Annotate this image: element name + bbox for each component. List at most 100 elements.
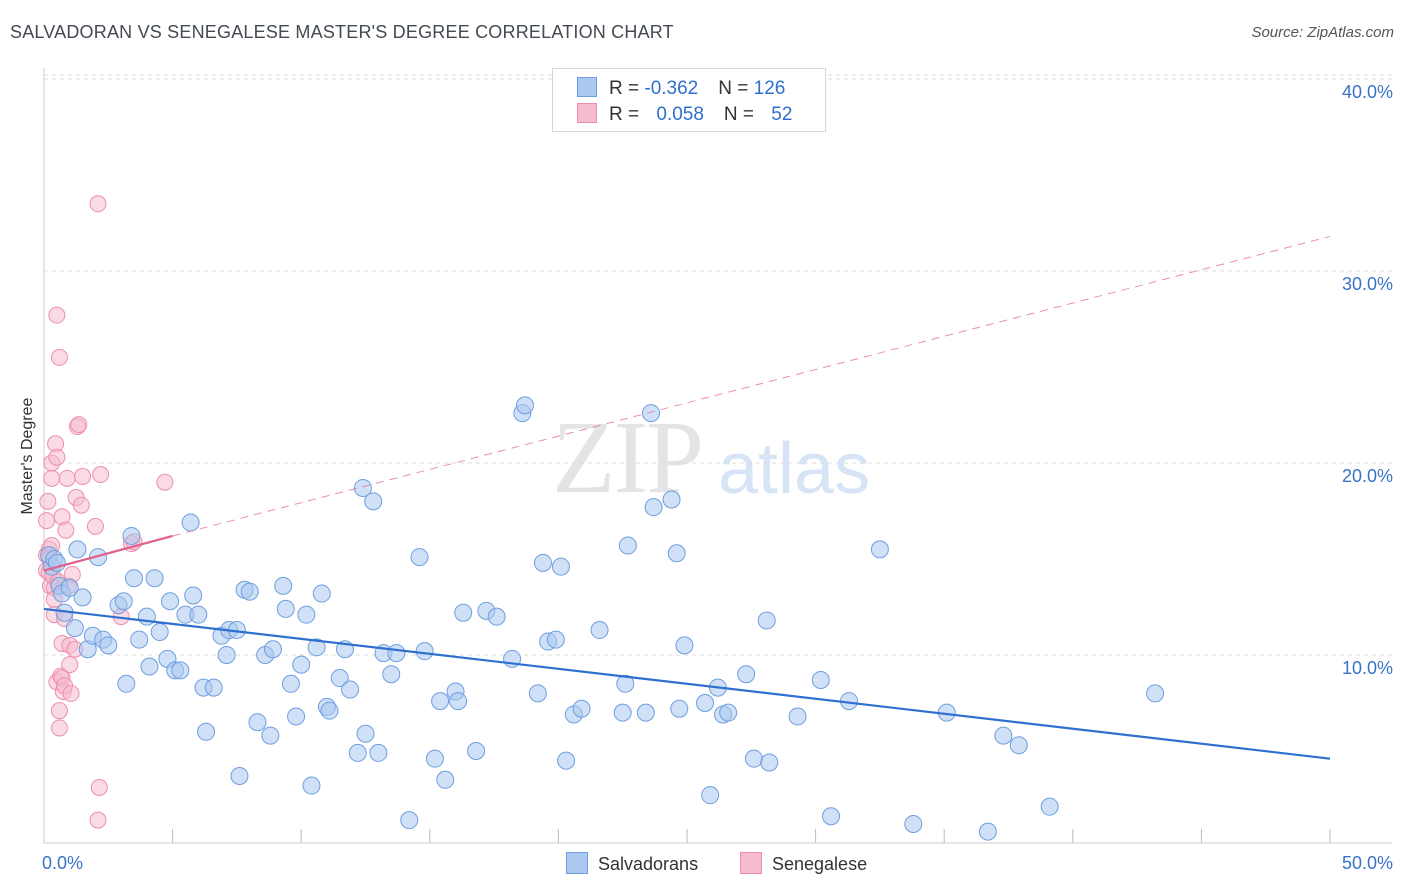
salvadoran-point	[171, 661, 190, 680]
legend-r-value: 0.058	[656, 104, 704, 125]
salvadoran-point	[822, 807, 841, 826]
salvadoran-point	[60, 578, 79, 597]
salvadoran-point	[281, 674, 300, 693]
salvadoran-point	[400, 811, 419, 830]
salvadoran-point	[431, 692, 450, 711]
salvadoran-point	[274, 576, 293, 595]
senegalese-point	[89, 195, 107, 213]
senegalese-trend-extension	[172, 235, 1331, 537]
salvadoran-point	[667, 544, 686, 563]
senegalese-point	[61, 656, 79, 674]
salvadoran-point	[616, 674, 635, 693]
y-tick-label: 20.0%	[1342, 466, 1393, 486]
salvadoran-point	[297, 605, 316, 624]
salvadoran-point	[618, 536, 637, 555]
senegalese-point	[72, 496, 90, 514]
y-tick-label: 30.0%	[1342, 274, 1393, 294]
salvadoran-point	[515, 396, 534, 415]
salvadoran-point	[546, 630, 565, 649]
salvadoran-point	[364, 492, 383, 511]
senegalese-point	[43, 469, 61, 487]
salvadoran-point	[276, 599, 295, 618]
legend-item-salvadorans: Salvadorans	[566, 852, 698, 875]
salvadorans-trend-line	[43, 607, 1331, 760]
salvadorans-swatch	[577, 77, 597, 97]
axes	[43, 68, 1392, 844]
salvadoran-point	[811, 670, 830, 689]
chart-title: SALVADORAN VS SENEGALESE MASTER'S DEGREE…	[10, 22, 674, 42]
legend-row-salvadorans: R = -0.362 N = 126	[577, 77, 785, 103]
salvadoran-point	[150, 622, 169, 641]
salvadoran-point	[870, 540, 889, 559]
salvadoran-point	[248, 713, 267, 732]
salvadoran-point	[287, 707, 306, 726]
salvadoran-point	[353, 478, 372, 497]
salvadoran-point	[140, 657, 159, 676]
legend-item-senegalese: Senegalese	[740, 852, 867, 875]
senegalese-point	[48, 448, 66, 466]
salvadoran-point	[675, 636, 694, 655]
salvadoran-point	[1009, 736, 1028, 755]
salvadoran-point	[387, 644, 406, 663]
salvadoran-point	[320, 701, 339, 720]
salvadoran-point	[1040, 797, 1059, 816]
gridlines	[44, 74, 1392, 656]
salvadoran-point	[551, 557, 570, 576]
salvadoran-point	[68, 540, 87, 559]
salvadoran-point	[696, 694, 715, 712]
salvadoran-point	[613, 703, 632, 722]
salvadoran-point	[425, 749, 444, 768]
salvadoran-point	[382, 665, 401, 684]
salvadoran-point	[644, 498, 663, 517]
salvadoran-point	[130, 630, 149, 649]
salvadoran-point	[122, 526, 141, 545]
salvadoran-point	[302, 776, 321, 795]
senegalese-point	[70, 416, 88, 434]
senegalese-point	[62, 684, 80, 702]
salvadoran-point	[1146, 684, 1165, 703]
salvadoran-point	[217, 646, 236, 664]
senegalese-point	[58, 469, 76, 487]
salvadoran-point	[436, 770, 455, 789]
tick-labels: 10.0% 20.0% 30.0% 40.0% 0.0% 50.0%	[42, 82, 1393, 873]
source-label: Source: ZipAtlas.com	[1251, 24, 1394, 41]
salvadoran-point	[978, 822, 997, 841]
salvadoran-point	[65, 619, 84, 638]
salvadoran-point	[312, 584, 331, 603]
salvadoran-point	[557, 751, 576, 770]
salvadoran-point	[369, 743, 388, 762]
salvadoran-point	[994, 726, 1013, 745]
salvadoran-point	[189, 605, 208, 624]
salvadoran-point	[341, 680, 360, 699]
legend-r-value: -0.362	[644, 78, 699, 99]
salvadoran-point	[449, 692, 468, 711]
salvadoran-point	[307, 638, 326, 657]
senegalese-point	[92, 466, 110, 484]
salvadoran-point	[533, 553, 552, 572]
y-tick-label: 10.0%	[1342, 658, 1393, 678]
correlation-legend: R = -0.362 N = 126 R = 0.058 N = 52	[552, 68, 826, 132]
x-tick-label: 50.0%	[1342, 853, 1393, 873]
salvadoran-point	[263, 640, 282, 659]
salvadoran-point	[454, 603, 473, 622]
salvadoran-point	[99, 636, 118, 655]
legend-r-label: R =	[609, 104, 645, 125]
legend-n-value: 52	[771, 104, 793, 125]
salvadoran-point	[528, 684, 547, 703]
salvadoran-point	[330, 669, 349, 688]
salvadorans-legend-swatch	[566, 852, 588, 874]
senegalese-point	[50, 719, 68, 737]
salvadoran-point	[114, 592, 133, 611]
senegalese-trend-line	[43, 534, 173, 572]
salvadoran-points	[40, 396, 1165, 841]
legend-n-label: N =	[718, 78, 754, 99]
salvadoran-point	[467, 742, 486, 760]
salvadoran-point	[184, 586, 203, 605]
salvadoran-point	[73, 588, 92, 607]
senegalese-point	[156, 473, 174, 491]
salvadoran-point	[348, 743, 367, 762]
salvadoran-point	[204, 678, 223, 697]
senegalese-legend-swatch	[740, 852, 762, 874]
salvadoran-point	[904, 814, 923, 833]
